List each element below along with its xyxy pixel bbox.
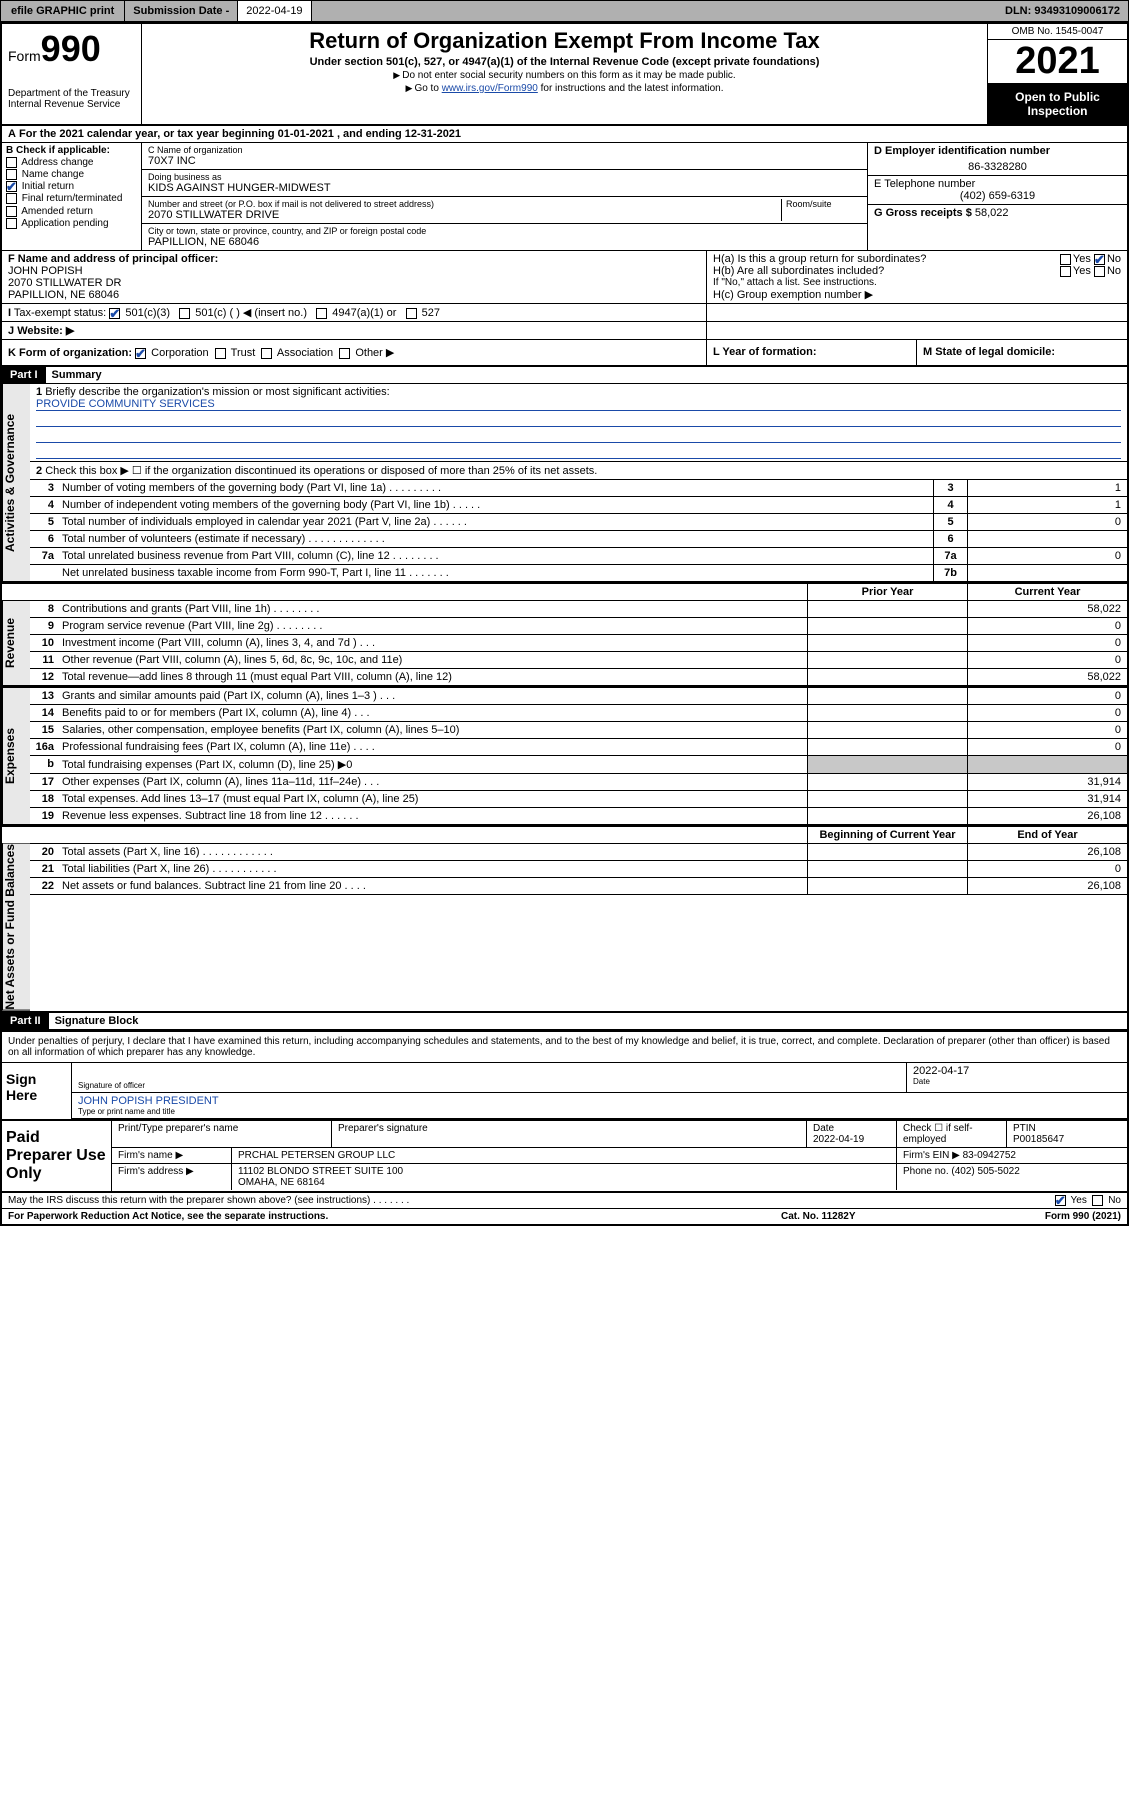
checkbox-name-change[interactable]: Name change xyxy=(6,169,137,180)
efile-print-button[interactable]: efile GRAPHIC print xyxy=(1,1,125,21)
sign-here-label: Sign Here xyxy=(2,1063,72,1119)
line-19: 19Revenue less expenses. Subtract line 1… xyxy=(30,808,1127,825)
checkboxes-b: B Check if applicable: Address change Na… xyxy=(2,143,142,250)
part-i-header: Part ISummary xyxy=(2,367,1127,384)
line-12: 12Total revenue—add lines 8 through 11 (… xyxy=(30,669,1127,686)
vtab-revenue: Revenue xyxy=(2,601,30,686)
vtab-netassets: Net Assets or Fund Balances xyxy=(2,844,30,1011)
year-block: OMB No. 1545-0047 2021 Open to Public In… xyxy=(987,24,1127,124)
vtab-governance: Activities & Governance xyxy=(2,384,30,582)
summary-line-7a: 7aTotal unrelated business revenue from … xyxy=(30,548,1127,565)
form-id-block: Form990 Department of the Treasury Inter… xyxy=(2,24,142,124)
submission-date-value: 2022-04-19 xyxy=(238,1,311,21)
line-16a: 16aProfessional fundraising fees (Part I… xyxy=(30,739,1127,756)
checkbox-amended-return[interactable]: Amended return xyxy=(6,206,137,217)
vtab-expenses: Expenses xyxy=(2,688,30,825)
hc-exemption xyxy=(707,304,1127,321)
balance-headers: Beginning of Current Year End of Year xyxy=(2,825,1127,844)
line-2: 2 Check this box ▶ ☐ if the organization… xyxy=(30,462,1127,480)
line-10: 10Investment income (Part VIII, column (… xyxy=(30,635,1127,652)
line-13: 13Grants and similar amounts paid (Part … xyxy=(30,688,1127,705)
website-j: J Website: ▶ xyxy=(2,322,707,339)
checkbox-initial-return[interactable]: Initial return xyxy=(6,181,137,192)
org-info-c: C Name of organization70X7 INC Doing bus… xyxy=(142,143,867,250)
line-11: 11Other revenue (Part VIII, column (A), … xyxy=(30,652,1127,669)
instructions-link[interactable]: www.irs.gov/Form990 xyxy=(442,83,538,94)
year-headers: Prior Year Current Year xyxy=(2,582,1127,601)
year-formation: L Year of formation: xyxy=(707,340,917,365)
summary-line-4: 4Number of independent voting members of… xyxy=(30,497,1127,514)
perjury-statement: Under penalties of perjury, I declare th… xyxy=(2,1032,1127,1063)
line-15: 15Salaries, other compensation, employee… xyxy=(30,722,1127,739)
checkbox-address-change[interactable]: Address change xyxy=(6,157,137,168)
part-ii-header: Part IISignature Block xyxy=(2,1011,1127,1030)
footer-row: For Paperwork Reduction Act Notice, see … xyxy=(2,1208,1127,1224)
principal-officer: F Name and address of principal officer:… xyxy=(2,251,707,303)
submission-date-label: Submission Date - xyxy=(125,1,238,21)
line-21: 21Total liabilities (Part X, line 26) . … xyxy=(30,861,1127,878)
line-18: 18Total expenses. Add lines 13–17 (must … xyxy=(30,791,1127,808)
state-domicile: M State of legal domicile: xyxy=(917,340,1127,365)
discuss-row: May the IRS discuss this return with the… xyxy=(2,1193,1127,1208)
top-toolbar: efile GRAPHIC print Submission Date - 20… xyxy=(0,0,1129,22)
line-b: bTotal fundraising expenses (Part IX, co… xyxy=(30,756,1127,774)
form-title: Return of Organization Exempt From Incom… xyxy=(150,28,979,54)
summary-line-3: 3Number of voting members of the governi… xyxy=(30,480,1127,497)
dln: DLN: 93493109006172 xyxy=(997,1,1128,21)
line-8: 8Contributions and grants (Part VIII, li… xyxy=(30,601,1127,618)
line-14: 14Benefits paid to or for members (Part … xyxy=(30,705,1127,722)
group-return-h: H(a) Is this a group return for subordin… xyxy=(707,251,1127,303)
mission-block: 1 Briefly describe the organization's mi… xyxy=(30,384,1127,462)
summary-line-7b: Net unrelated business taxable income fr… xyxy=(30,565,1127,582)
line-9: 9Program service revenue (Part VIII, lin… xyxy=(30,618,1127,635)
summary-line-5: 5Total number of individuals employed in… xyxy=(30,514,1127,531)
line-17: 17Other expenses (Part IX, column (A), l… xyxy=(30,774,1127,791)
line-22: 22Net assets or fund balances. Subtract … xyxy=(30,878,1127,895)
toolbar-spacer xyxy=(312,1,997,21)
paid-preparer: Paid Preparer Use Only Print/Type prepar… xyxy=(2,1119,1127,1193)
summary-line-6: 6Total number of volunteers (estimate if… xyxy=(30,531,1127,548)
checkbox-final-return-terminated[interactable]: Final return/terminated xyxy=(6,193,137,204)
tax-year-line: A For the 2021 calendar year, or tax yea… xyxy=(2,126,1127,143)
form-of-org: K Form of organization: Corporation Trus… xyxy=(2,340,707,365)
form-title-block: Return of Organization Exempt From Incom… xyxy=(142,24,987,124)
checkbox-application-pending[interactable]: Application pending xyxy=(6,218,137,229)
col-d: D Employer identification number86-33282… xyxy=(867,143,1127,250)
tax-exempt-status: I Tax-exempt status: 501(c)(3) 501(c) ( … xyxy=(2,304,707,321)
line-20: 20Total assets (Part X, line 16) . . . .… xyxy=(30,844,1127,861)
